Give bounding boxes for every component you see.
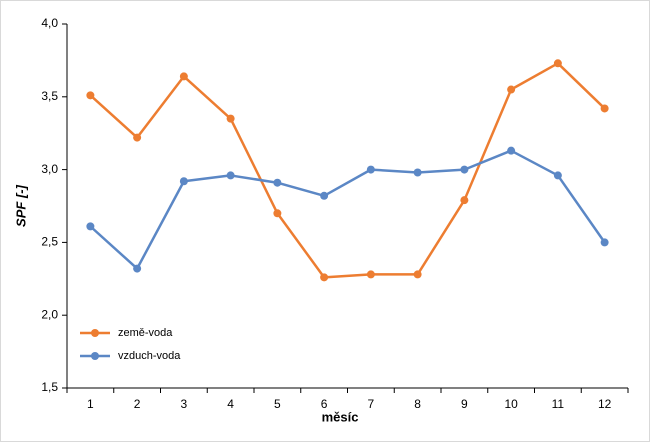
data-point (133, 264, 142, 273)
y-axis-label: SPF [-] (13, 184, 28, 227)
data-point (553, 59, 562, 68)
x-axis-label: měsíc (322, 409, 359, 424)
y-tick-label: 3,0 (41, 162, 58, 176)
data-point (179, 177, 188, 186)
x-tick-label: 11 (552, 397, 565, 411)
data-point (460, 165, 469, 174)
x-tick-label: 5 (274, 397, 281, 411)
y-tick-label: 2,0 (41, 307, 58, 321)
x-tick-label: 3 (181, 397, 188, 411)
series-line (89, 149, 606, 270)
x-tick-label: 1 (87, 397, 94, 411)
x-tick-label: 10 (504, 397, 518, 411)
data-point (413, 168, 422, 177)
x-tick-label: 7 (368, 397, 375, 411)
y-tick-label: 3,5 (41, 89, 58, 103)
x-tick-label: 9 (461, 397, 468, 411)
x-tick-label: 8 (414, 397, 421, 411)
legend-label: země-voda (118, 327, 173, 339)
x-tick-label: 6 (321, 397, 328, 411)
data-point (273, 209, 282, 218)
data-point (86, 91, 95, 100)
x-tick-label: 12 (598, 397, 612, 411)
data-point (600, 238, 609, 247)
legend-marker (91, 329, 99, 337)
data-point (86, 222, 95, 231)
data-point (366, 270, 375, 279)
data-point (273, 178, 282, 187)
data-point (507, 146, 516, 155)
y-tick-label: 2,5 (41, 235, 58, 249)
legend-marker (91, 352, 99, 360)
data-point (133, 133, 142, 142)
x-tick-label: 4 (227, 397, 234, 411)
data-point (413, 270, 422, 279)
data-point (507, 85, 516, 94)
data-point (320, 273, 329, 282)
y-tick-label: 1,5 (41, 380, 58, 394)
data-point (553, 171, 562, 180)
legend-label: vzduch-voda (118, 350, 181, 362)
data-point (460, 196, 469, 205)
y-tick-label: 4,0 (41, 16, 58, 30)
series-line (89, 62, 606, 279)
x-tick-label: 2 (134, 397, 141, 411)
data-point (600, 104, 609, 113)
data-point (366, 165, 375, 174)
data-point (226, 171, 235, 180)
data-point (226, 114, 235, 123)
data-point (179, 72, 188, 81)
data-point (320, 191, 329, 200)
